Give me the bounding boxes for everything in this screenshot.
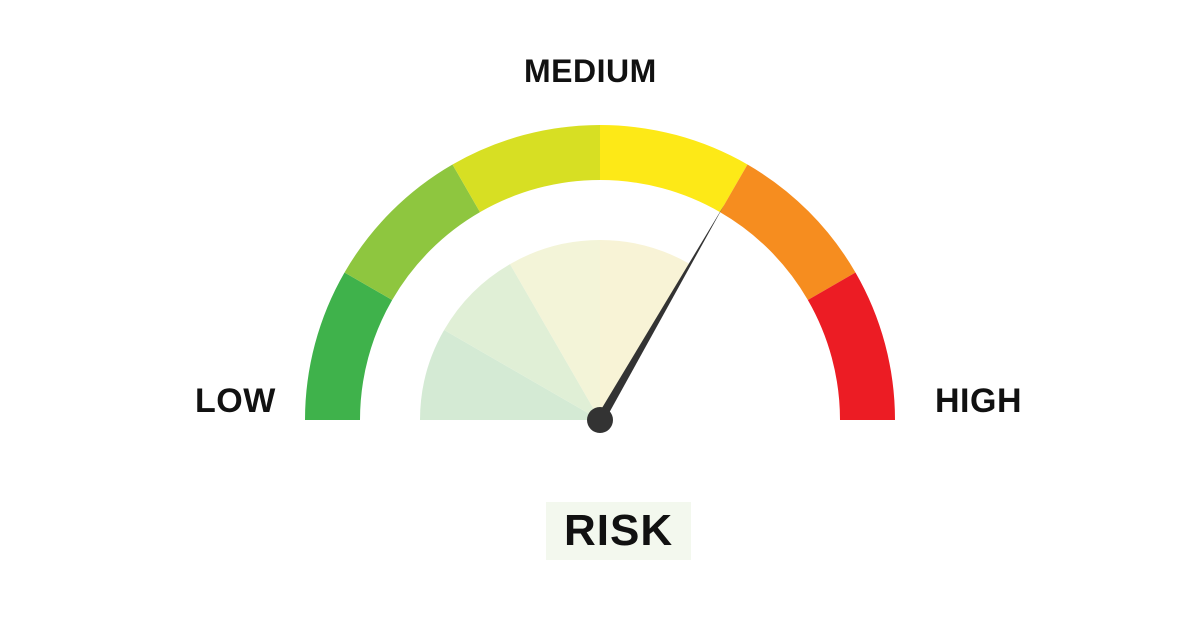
gauge-seg-low-mid <box>345 165 480 300</box>
gauge-seg-high <box>808 273 895 421</box>
label-low: LOW <box>195 382 276 421</box>
gauge-seg-low <box>305 273 392 421</box>
label-high: HIGH <box>935 382 1022 421</box>
title-background: RISK <box>546 502 691 560</box>
gauge-seg-high-mid <box>720 165 855 300</box>
needle-hub <box>587 407 613 433</box>
gauge-title: RISK <box>564 506 673 555</box>
gauge-seg-mid-high <box>600 125 748 212</box>
label-medium: MEDIUM <box>524 53 657 90</box>
gauge-infographic: LOW MEDIUM HIGH RISK <box>0 0 1200 629</box>
gauge-seg-mid-low <box>453 125 601 212</box>
